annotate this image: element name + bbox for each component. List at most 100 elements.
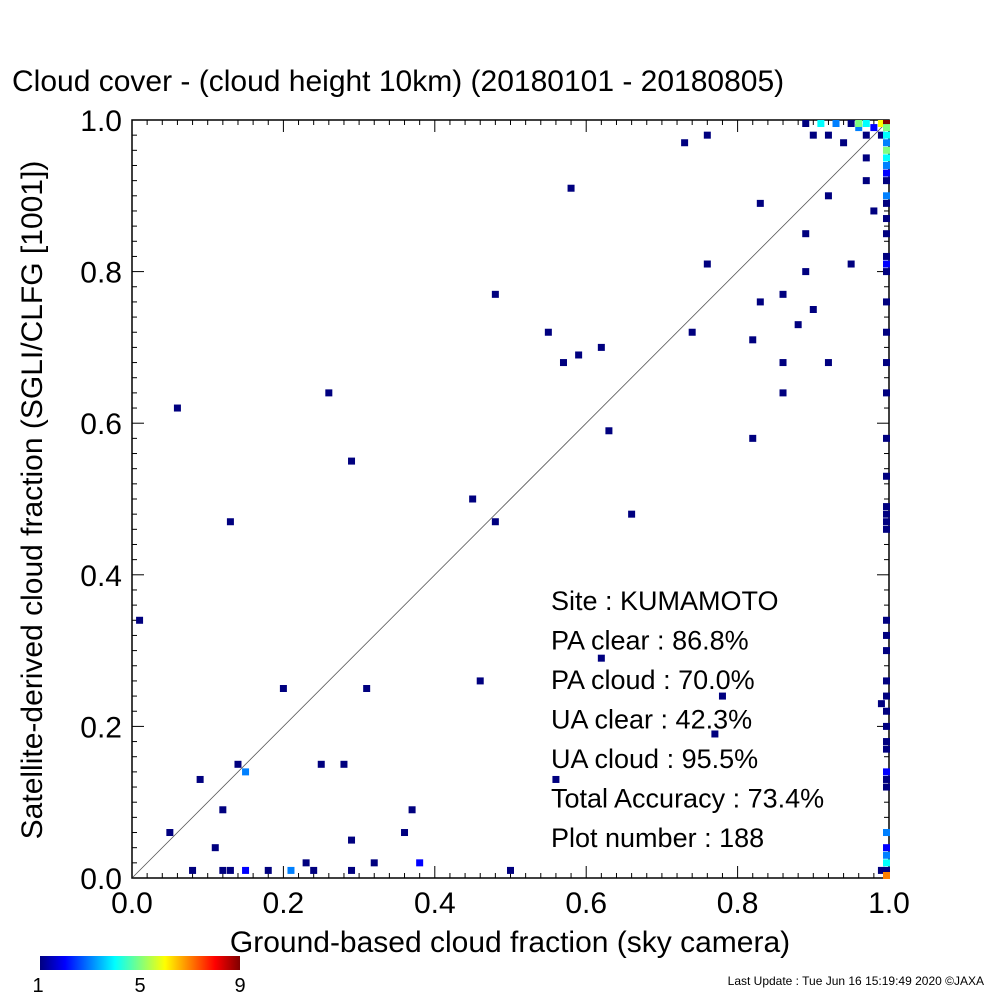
stat-value: KUMAMOTO <box>620 586 779 616</box>
data-point <box>883 199 890 207</box>
data-point <box>779 359 787 367</box>
x-tick-label: 0.2 <box>263 887 305 920</box>
data-point <box>870 124 878 132</box>
stat-value: 86.8% <box>672 626 749 656</box>
data-point <box>883 859 890 867</box>
data-point <box>567 184 575 192</box>
data-point <box>310 866 318 874</box>
data-point <box>883 472 890 480</box>
stat-label: PA clear : <box>551 626 672 656</box>
data-point <box>862 177 870 185</box>
data-point <box>173 404 181 412</box>
data-point <box>264 866 272 874</box>
data-point <box>628 510 636 518</box>
stat-label: Plot number : <box>551 823 719 853</box>
data-point <box>862 120 870 127</box>
last-update-footer: Last Update : Tue Jun 16 15:19:49 2020 ©… <box>728 974 984 988</box>
data-point <box>883 872 890 879</box>
stat-label: UA clear : <box>551 705 676 735</box>
x-axis-label: Ground-based cloud fraction (sky camera) <box>230 926 790 959</box>
data-point <box>401 829 409 837</box>
data-point <box>883 829 890 837</box>
data-point <box>189 866 197 874</box>
data-point <box>883 844 890 852</box>
data-point <box>883 298 890 306</box>
data-point <box>491 290 499 298</box>
data-point <box>802 120 810 127</box>
data-point <box>711 730 719 738</box>
data-point <box>883 768 890 776</box>
data-point <box>824 192 832 200</box>
x-tick-label: 0.8 <box>717 887 759 920</box>
data-point <box>883 177 890 185</box>
stat-label: Total Accuracy : <box>551 784 748 814</box>
y-tick-label: 0.0 <box>80 863 122 896</box>
data-point <box>196 775 204 783</box>
colorbar: 1 5 9 <box>32 956 246 997</box>
data-point <box>883 434 890 442</box>
stat-line: UA cloud : 95.5% <box>551 744 758 774</box>
data-point <box>408 806 416 814</box>
data-point <box>363 685 371 692</box>
data-point <box>883 154 890 162</box>
stat-line: PA clear : 86.8% <box>551 626 749 656</box>
data-point <box>809 131 817 139</box>
stat-line: UA clear : 42.3% <box>551 705 752 735</box>
data-point <box>211 844 219 852</box>
stat-value: 73.4% <box>748 784 825 814</box>
data-point <box>756 298 764 306</box>
one-to-one-line <box>131 119 890 879</box>
data-point <box>883 745 890 753</box>
stat-value: 42.3% <box>676 705 753 735</box>
data-point <box>348 836 356 844</box>
data-point <box>552 775 560 783</box>
x-tick-label: 0.0 <box>111 887 153 920</box>
data-point <box>883 738 890 746</box>
data-point <box>883 120 890 127</box>
data-point <box>809 306 817 313</box>
data-point <box>883 230 890 238</box>
stat-value: 70.0% <box>678 665 755 695</box>
data-point <box>136 616 144 624</box>
data-point <box>317 760 325 768</box>
data-point <box>370 859 378 867</box>
data-point <box>840 139 848 147</box>
data-point <box>832 120 840 127</box>
data-point <box>802 268 810 276</box>
data-point <box>883 215 890 223</box>
data-point <box>883 260 890 268</box>
x-tick-label: 1.0 <box>868 887 910 920</box>
data-point <box>883 692 890 700</box>
y-tick-label: 0.6 <box>80 408 122 441</box>
stats-block: Site : KUMAMOTO PA clear : 86.8% PA cloud … <box>551 586 824 853</box>
data-point <box>605 427 613 435</box>
data-point <box>883 707 890 715</box>
data-point <box>883 677 890 685</box>
stat-value: 188 <box>719 823 764 853</box>
data-point <box>862 131 870 139</box>
data-point <box>824 359 832 367</box>
data-point <box>883 161 890 169</box>
colorbar-gradient <box>40 956 240 970</box>
data-point <box>219 866 227 874</box>
data-point <box>756 199 764 207</box>
colorbar-tick-label: 5 <box>134 975 145 997</box>
data-point <box>883 146 890 154</box>
x-tick-label: 0.4 <box>414 887 456 920</box>
data-point <box>847 120 855 127</box>
data-point <box>749 434 757 442</box>
data-point <box>226 866 234 874</box>
data-point <box>883 252 890 260</box>
y-tick-label: 0.8 <box>80 257 122 290</box>
data-point <box>877 866 885 874</box>
data-point <box>883 268 890 276</box>
stat-label: Site : <box>551 586 620 616</box>
stat-label: PA cloud : <box>551 665 678 695</box>
data-point <box>855 120 863 127</box>
data-points <box>136 120 890 879</box>
data-point <box>883 131 890 139</box>
y-tick-labels: 0.0 0.2 0.4 0.6 0.8 1.0 <box>80 105 122 896</box>
data-point <box>226 518 234 526</box>
data-point <box>862 154 870 162</box>
data-point <box>883 866 890 874</box>
